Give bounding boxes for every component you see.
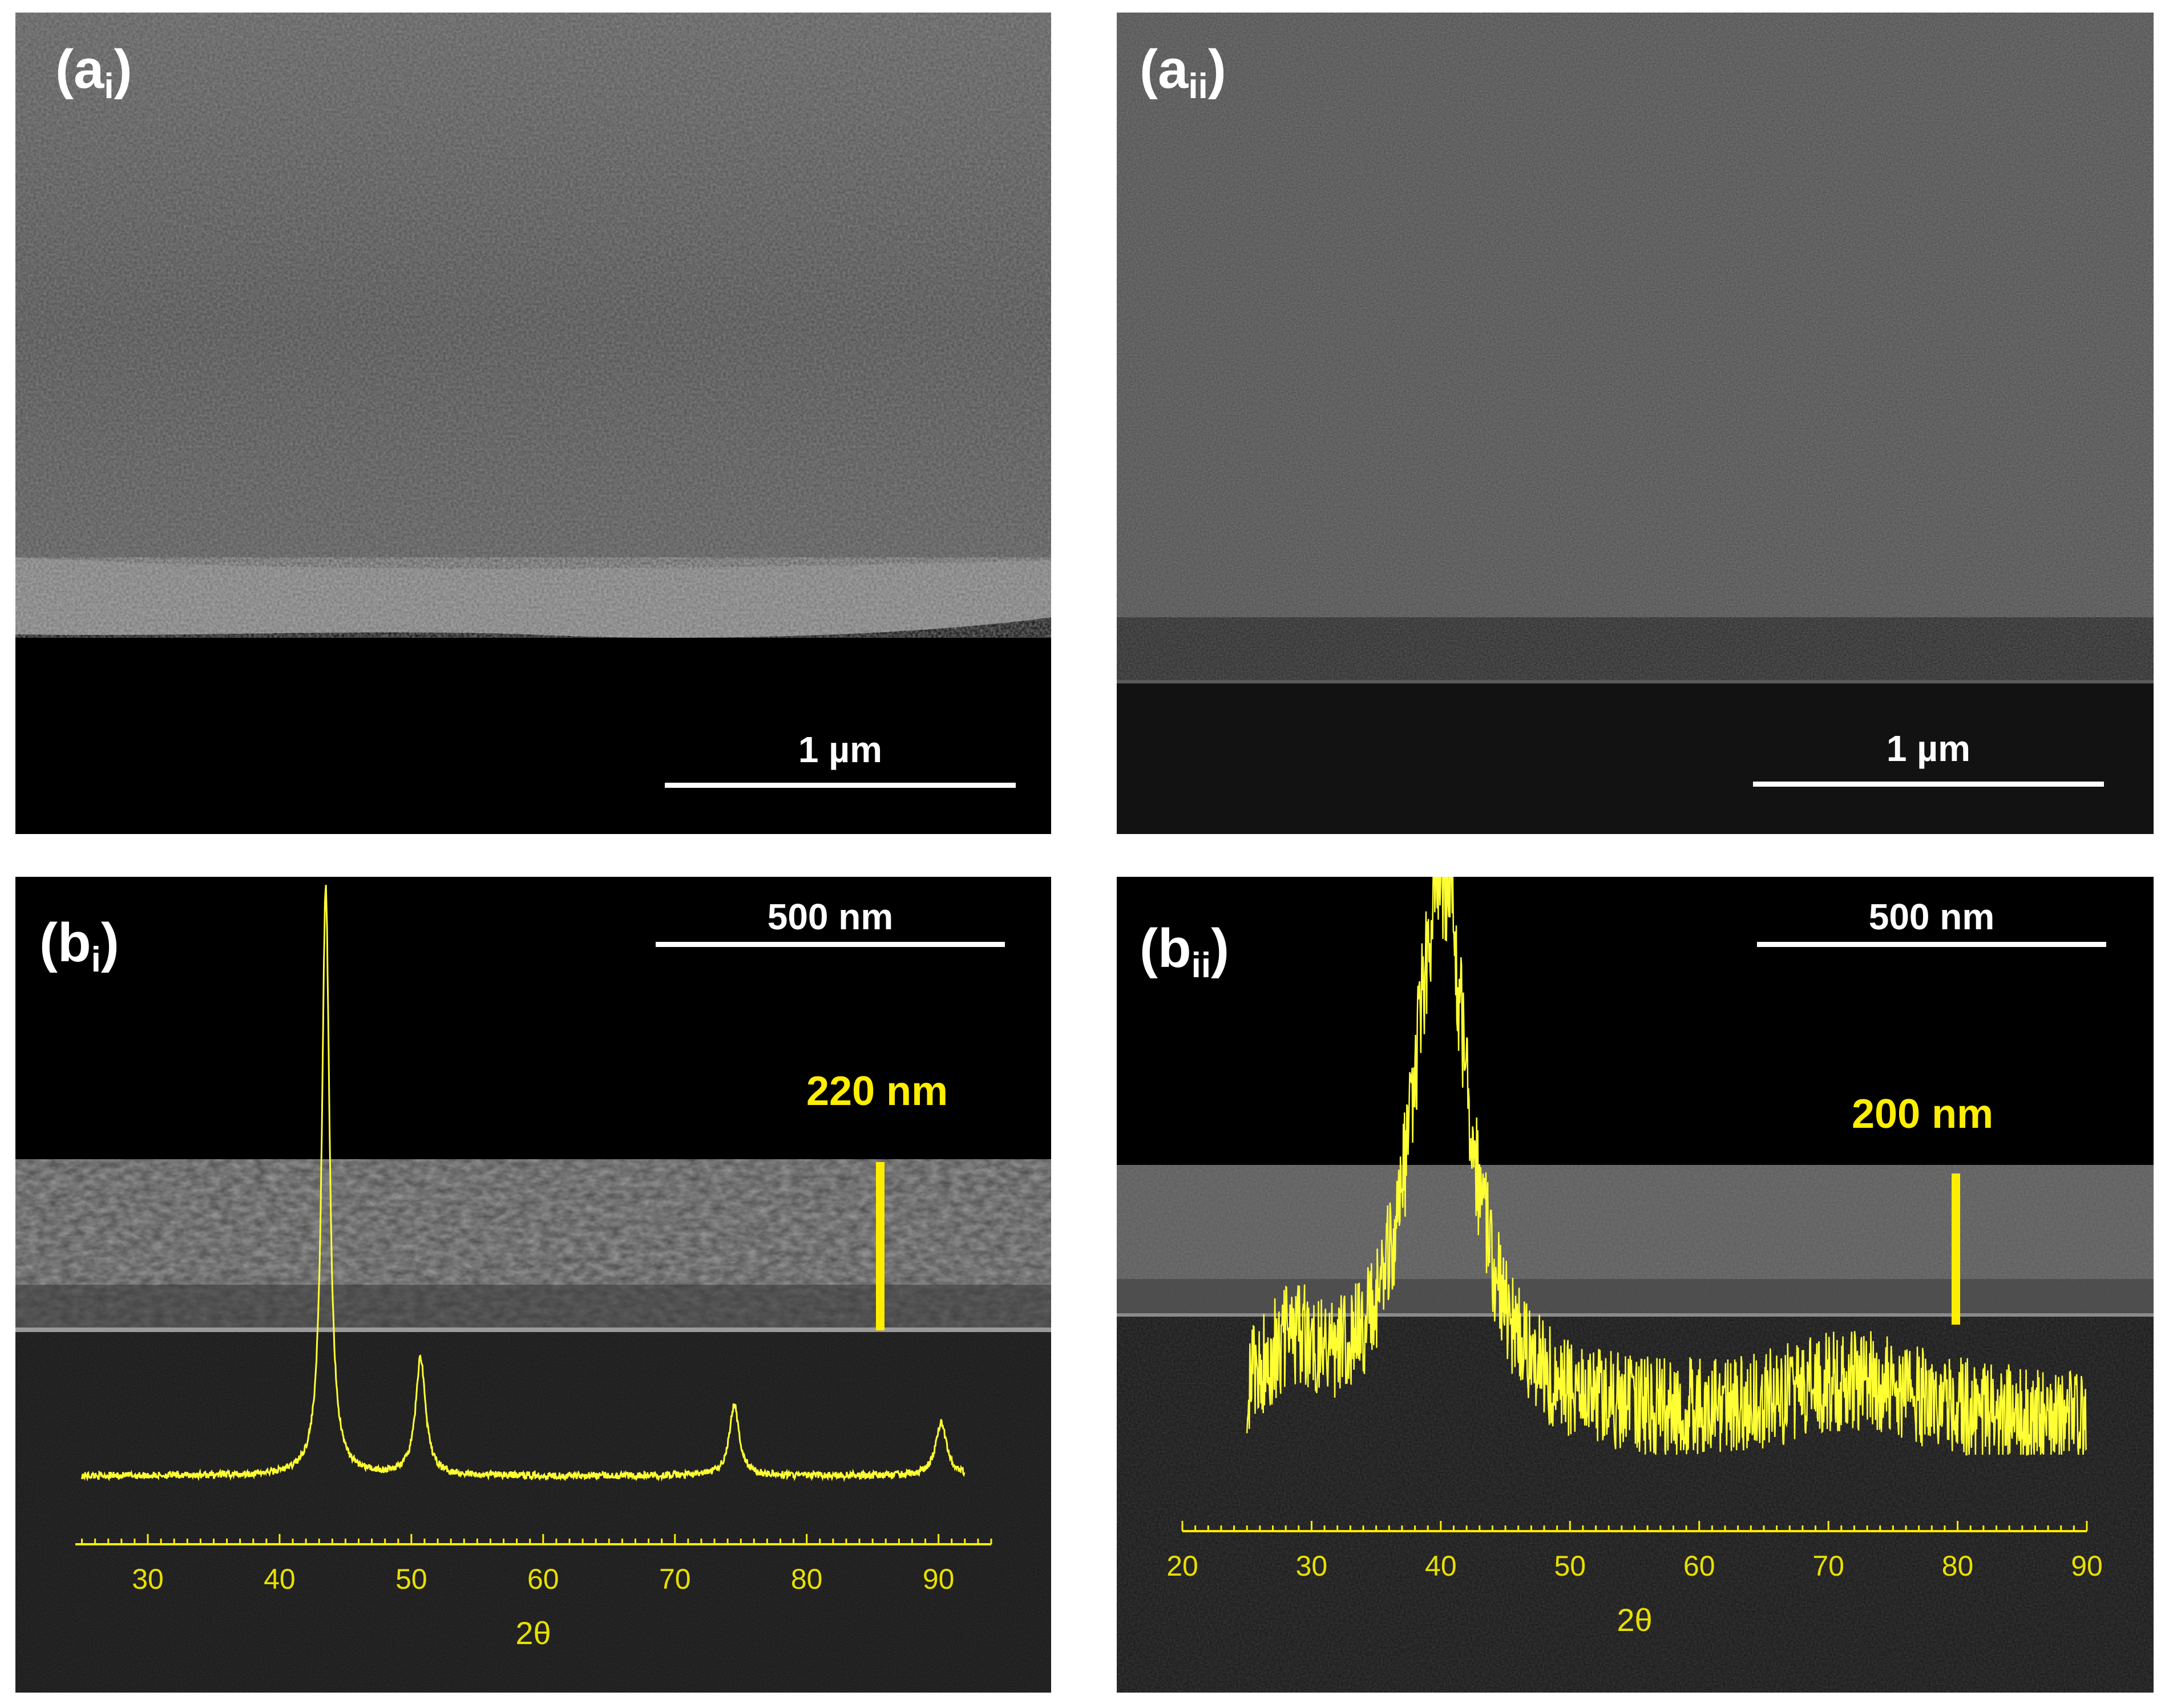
panel-label: (bii) bbox=[1140, 918, 1230, 985]
scale-bar-label: 1 µm bbox=[1886, 728, 1971, 769]
panel-label: (ai) bbox=[55, 39, 132, 106]
x-tick-label: 90 bbox=[923, 1563, 955, 1595]
x-tick-label: 40 bbox=[264, 1563, 296, 1595]
scale-bar bbox=[1753, 782, 2104, 787]
sem-micrograph bbox=[15, 13, 1051, 834]
x-tick-label: 60 bbox=[527, 1563, 559, 1595]
film-thickness-marker bbox=[1952, 1173, 1960, 1325]
panel-label: (aii) bbox=[1140, 39, 1226, 106]
scale-bar-label: 1 µm bbox=[798, 729, 883, 770]
x-tick-label: 40 bbox=[1425, 1550, 1457, 1582]
x-tick-label: 70 bbox=[1812, 1550, 1844, 1582]
x-tick-label: 30 bbox=[1296, 1550, 1328, 1582]
x-tick-label: 90 bbox=[2071, 1550, 2103, 1582]
xrd-pattern-chart: 30 40 50 60 70 80 90 2θ bbox=[75, 885, 992, 1651]
x-axis-label: 2θ bbox=[1617, 1602, 1652, 1638]
scale-bar bbox=[656, 942, 1005, 947]
panel-bii-sem-cross-section-with-xrd: 20 30 40 50 60 70 80 90 2θ (bii) 500 nm 200 nm bbox=[1117, 877, 2154, 1693]
x-axis-label: 2θ bbox=[515, 1615, 551, 1651]
x-tick-label: 20 bbox=[1166, 1550, 1198, 1582]
xrd-trace bbox=[81, 885, 966, 1483]
x-tick-label: 80 bbox=[791, 1563, 823, 1595]
panel-bi-sem-cross-section-with-xrd: 30 40 50 60 70 80 90 2θ (bi) 500 nm 220 nm bbox=[15, 877, 1051, 1693]
sem-micrograph bbox=[1117, 13, 2154, 834]
film-thickness-label: 220 nm bbox=[806, 1068, 948, 1114]
scale-bar-label: 500 nm bbox=[1868, 896, 1995, 937]
x-tick-label: 30 bbox=[132, 1563, 164, 1595]
x-tick-label: 80 bbox=[1942, 1550, 1974, 1582]
scale-bar bbox=[1757, 942, 2106, 947]
x-tick-label: 50 bbox=[1554, 1550, 1586, 1582]
x-tick-label: 50 bbox=[395, 1563, 427, 1595]
sem-cross-section bbox=[1117, 877, 2154, 1693]
xrd-pattern-chart: 20 30 40 50 60 70 80 90 2θ bbox=[1166, 877, 2103, 1638]
scale-bar bbox=[665, 783, 1016, 788]
film-thickness-marker bbox=[876, 1162, 884, 1330]
x-tick-label: 60 bbox=[1683, 1550, 1715, 1582]
x-tick-label: 70 bbox=[659, 1563, 691, 1595]
panel-ai-sem-image: (ai) 1 µm bbox=[15, 13, 1051, 834]
panel-label: (bi) bbox=[39, 912, 119, 980]
film-thickness-label: 200 nm bbox=[1852, 1091, 1994, 1137]
xrd-trace bbox=[1246, 877, 2087, 1456]
scale-bar-label: 500 nm bbox=[767, 896, 894, 937]
panel-aii-sem-image: (aii) 1 µm bbox=[1117, 13, 2154, 834]
